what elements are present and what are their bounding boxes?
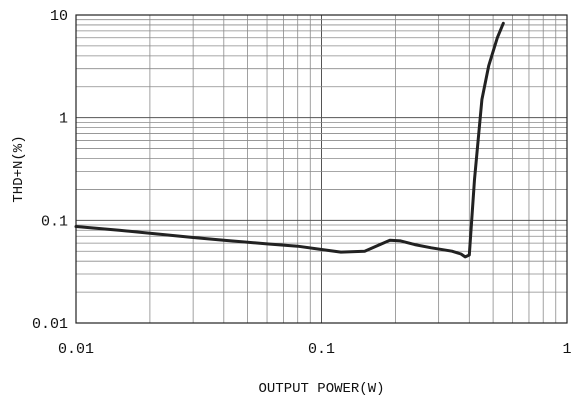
- x-tick-label: 0.1: [308, 341, 335, 358]
- y-tick-label: 10: [50, 8, 68, 25]
- series-group: [74, 21, 505, 259]
- plot-frame: [75, 14, 568, 324]
- series-line: [74, 21, 505, 259]
- y-tick-labels: 0.01 0.1 1 10: [32, 8, 68, 333]
- y-axis-label: THD+N(%): [11, 135, 27, 202]
- x-axis-label: OUTPUT POWER(W): [258, 381, 384, 397]
- x-tick-labels: 0.01 0.1 1: [58, 341, 572, 358]
- y-tick-label: 1: [59, 111, 68, 128]
- y-tick-label: 0.01: [32, 316, 68, 333]
- x-tick-label: 1: [562, 341, 571, 358]
- grid: [75, 15, 567, 324]
- x-tick-label: 0.01: [58, 341, 94, 358]
- y-tick-label: 0.1: [41, 213, 68, 230]
